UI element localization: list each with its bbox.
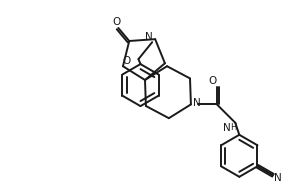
Text: O: O: [123, 56, 131, 66]
Text: N: N: [193, 98, 201, 108]
Text: N: N: [223, 123, 231, 133]
Text: O: O: [112, 17, 120, 27]
Text: O: O: [209, 76, 217, 86]
Text: N: N: [275, 173, 282, 183]
Text: H: H: [230, 123, 237, 132]
Text: N: N: [145, 32, 153, 42]
